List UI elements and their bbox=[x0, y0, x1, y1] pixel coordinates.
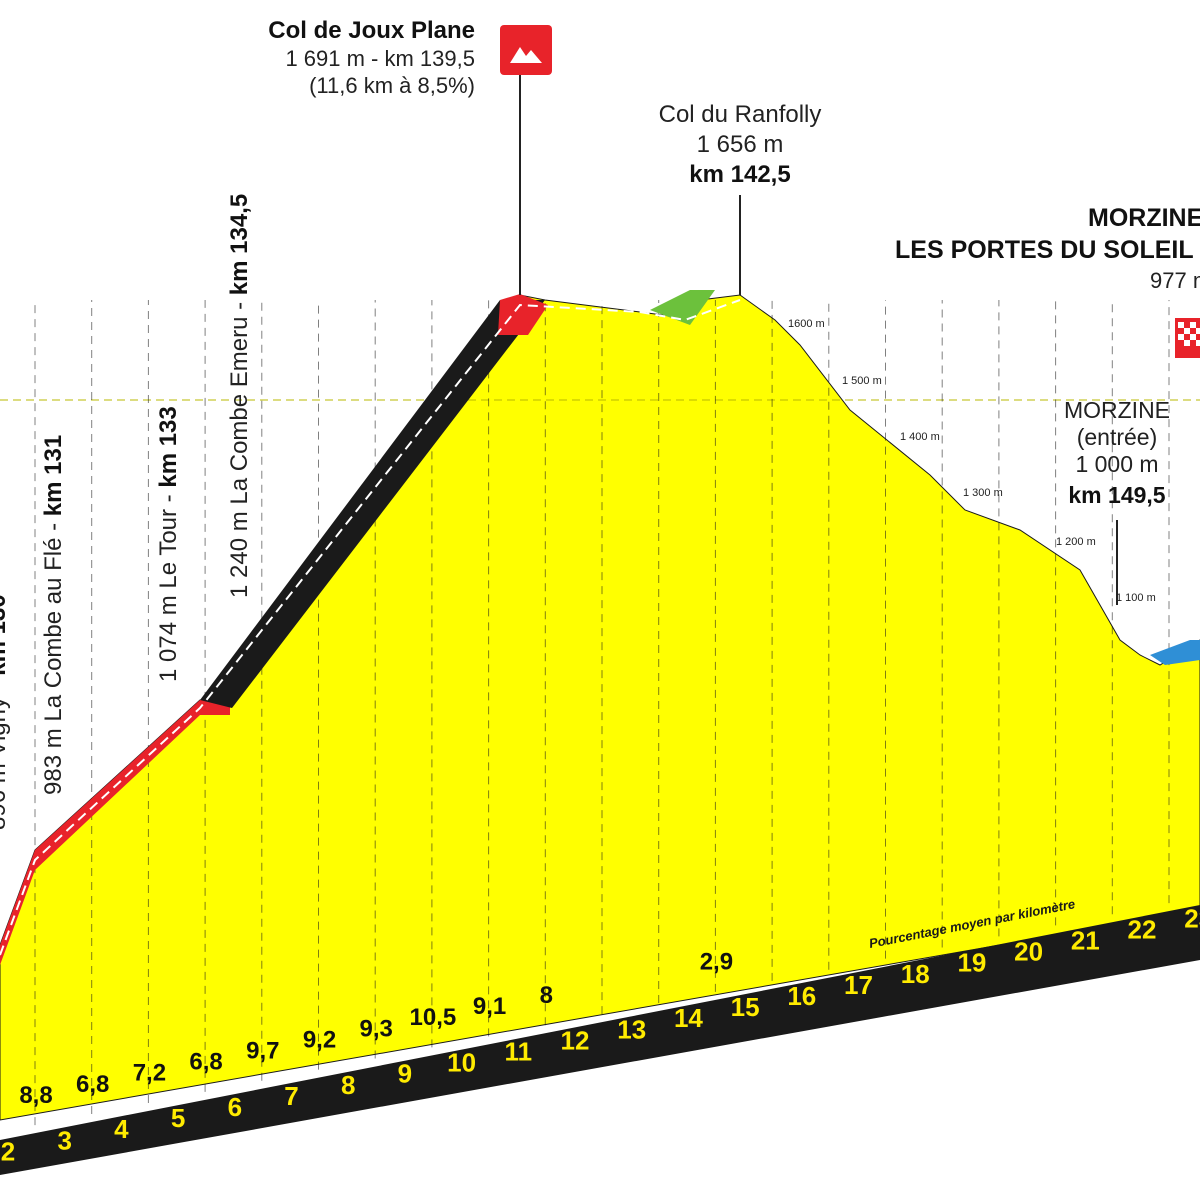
km-marker-3: 3 bbox=[57, 1125, 71, 1155]
km-marker-14: 14 bbox=[674, 1003, 703, 1033]
km-marker-11: 11 bbox=[505, 1037, 533, 1067]
km-marker-10: 10 bbox=[447, 1048, 476, 1078]
km-marker-7: 7 bbox=[284, 1081, 298, 1111]
km-marker-16: 16 bbox=[787, 981, 816, 1011]
summit-detail1: 1 691 m - km 139,5 bbox=[285, 46, 475, 71]
gradient-value: 9,3 bbox=[360, 1015, 393, 1042]
checkered-icon bbox=[1178, 322, 1200, 346]
km-marker-9: 9 bbox=[398, 1059, 412, 1089]
alt-marker-1600: 1600 m bbox=[788, 318, 825, 330]
gradient-value: 9,1 bbox=[473, 993, 506, 1020]
segment-flat bbox=[650, 290, 715, 325]
finish-line2: LES PORTES DU SOLEIL bbox=[895, 236, 1194, 264]
gradient-value: 9,7 bbox=[246, 1038, 279, 1065]
km-marker-21: 21 bbox=[1071, 925, 1100, 955]
summit-detail2: (11,6 km à 8,5%) bbox=[309, 73, 475, 98]
segment-steep-summit bbox=[498, 294, 548, 335]
ranfolly-name: Col du Ranfolly bbox=[659, 101, 822, 128]
alt-marker-1100: 1 100 m bbox=[1116, 592, 1156, 604]
gradient-value: 9,2 bbox=[303, 1026, 336, 1053]
gradient-value: 8 bbox=[540, 982, 553, 1009]
gradient-value: 6,8 bbox=[76, 1071, 109, 1098]
alt-marker-1400: 1 400 m bbox=[900, 431, 940, 443]
alt-marker-1500: 1 500 m bbox=[842, 375, 882, 387]
finish-line1: MORZINE bbox=[1088, 204, 1200, 232]
entry-alt: 1 000 m bbox=[1075, 451, 1158, 477]
km-marker-15: 15 bbox=[731, 992, 760, 1022]
road-band bbox=[0, 905, 1200, 1175]
ranfolly-alt: 1 656 m bbox=[697, 131, 784, 158]
summit-name: Col de Joux Plane bbox=[268, 17, 475, 44]
entry-line1: MORZINE bbox=[1064, 397, 1170, 423]
climb-label-le-tour: 1 074 m Le Tour - km 133 bbox=[155, 406, 182, 682]
alt-marker-1300: 1 300 m bbox=[963, 487, 1003, 499]
km-marker-17: 17 bbox=[844, 970, 873, 1000]
km-marker-22: 22 bbox=[1128, 914, 1157, 944]
gradient-value: 8,8 bbox=[19, 1082, 52, 1109]
km-marker-18: 18 bbox=[901, 959, 930, 989]
km-marker-8: 8 bbox=[341, 1070, 355, 1100]
km-marker-13: 13 bbox=[617, 1014, 646, 1044]
gradient-value: 7,2 bbox=[133, 1060, 166, 1087]
summit-flag bbox=[500, 25, 552, 75]
gradient-values: 8,8 6,8 7,2 6,8 9,7 9,2 9,3 10,5 9,1 8 2,9 bbox=[19, 949, 733, 1109]
ridge-dash bbox=[0, 299, 741, 956]
gradient-value: 2,9 bbox=[700, 949, 733, 976]
ranfolly-km: km 142,5 bbox=[689, 161, 790, 188]
gradient-value: 6,8 bbox=[189, 1049, 222, 1076]
mountain-icon bbox=[510, 47, 542, 63]
finish-alt: 977 m bbox=[1150, 268, 1200, 293]
km-marker-5: 5 bbox=[171, 1103, 185, 1133]
alt-marker-1200: 1 200 m bbox=[1056, 536, 1096, 548]
km-marker-23: 23 bbox=[1184, 903, 1200, 933]
climb-label-combe-au-fle: 983 m La Combe au Flé - km 131 bbox=[40, 435, 67, 795]
km-markers: 234567891011121314151617181920212223 bbox=[1, 903, 1200, 1166]
km-marker-2: 2 bbox=[1, 1136, 15, 1166]
km-marker-19: 19 bbox=[957, 948, 986, 978]
km-marker-6: 6 bbox=[228, 1092, 242, 1122]
segment-very-steep bbox=[200, 300, 545, 708]
gradient-value: 10,5 bbox=[410, 1004, 457, 1031]
km-marker-4: 4 bbox=[114, 1114, 129, 1144]
entry-km: km 149,5 bbox=[1068, 482, 1165, 508]
km-marker-20: 20 bbox=[1014, 937, 1043, 967]
entry-line2: (entrée) bbox=[1077, 424, 1158, 450]
climb-label-vigny: 896 m Vigny - km 130 bbox=[0, 594, 11, 830]
km-marker-12: 12 bbox=[561, 1025, 590, 1055]
climb-label-combe-emeru: 1 240 m La Combe Emeru - km 134,5 bbox=[226, 194, 253, 598]
segment-descent bbox=[1150, 640, 1200, 665]
